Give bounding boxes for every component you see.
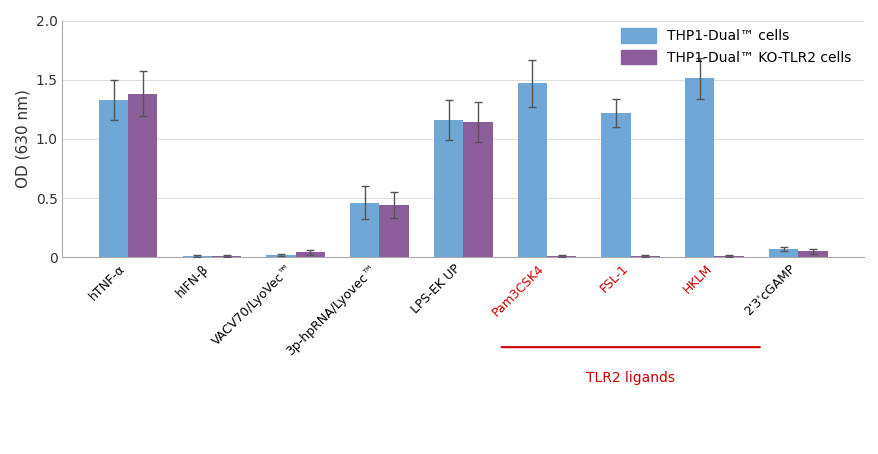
Bar — [768, 249, 797, 257]
Bar — [517, 83, 546, 257]
Bar — [630, 256, 659, 257]
Bar — [463, 122, 492, 257]
Bar — [212, 256, 241, 257]
Y-axis label: OD (630 nm): OD (630 nm) — [15, 89, 30, 188]
Bar — [379, 205, 408, 257]
Bar — [266, 255, 295, 257]
Bar — [128, 94, 157, 257]
Legend: THP1-Dual™ cells, THP1-Dual™ KO-TLR2 cells: THP1-Dual™ cells, THP1-Dual™ KO-TLR2 cel… — [615, 23, 856, 70]
Bar — [714, 256, 743, 257]
Bar — [98, 100, 128, 257]
Bar — [349, 203, 379, 257]
Text: TLR2 ligands: TLR2 ligands — [586, 371, 674, 385]
Bar — [546, 256, 576, 257]
Bar — [434, 120, 463, 257]
Bar — [183, 256, 212, 257]
Bar — [295, 252, 325, 257]
Bar — [601, 113, 630, 257]
Bar — [797, 251, 826, 257]
Bar — [684, 79, 714, 257]
